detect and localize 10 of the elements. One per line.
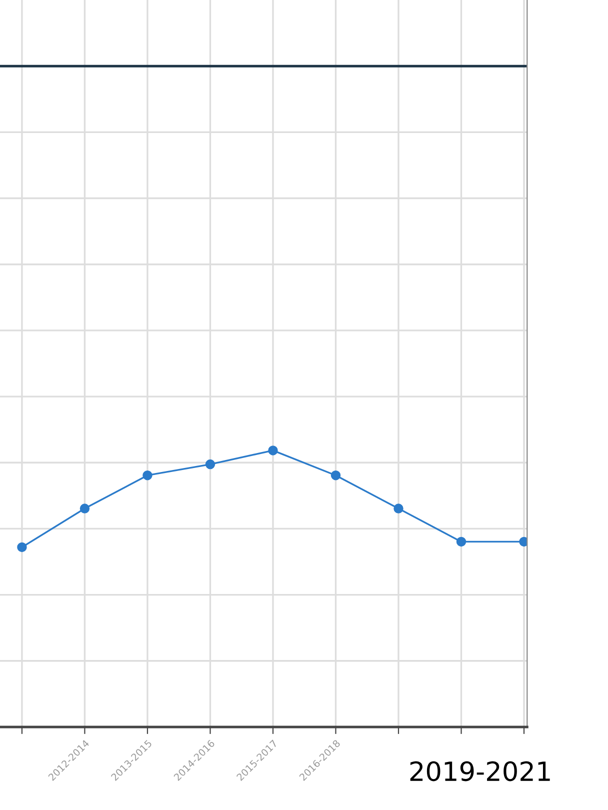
point	[519, 536, 528, 547]
point	[268, 446, 278, 456]
point	[17, 542, 27, 552]
point	[456, 536, 466, 547]
point	[330, 470, 341, 480]
point	[142, 470, 152, 480]
text: 2019-2021	[410, 761, 550, 782]
point	[205, 459, 216, 470]
point	[394, 504, 404, 514]
point	[80, 504, 90, 514]
